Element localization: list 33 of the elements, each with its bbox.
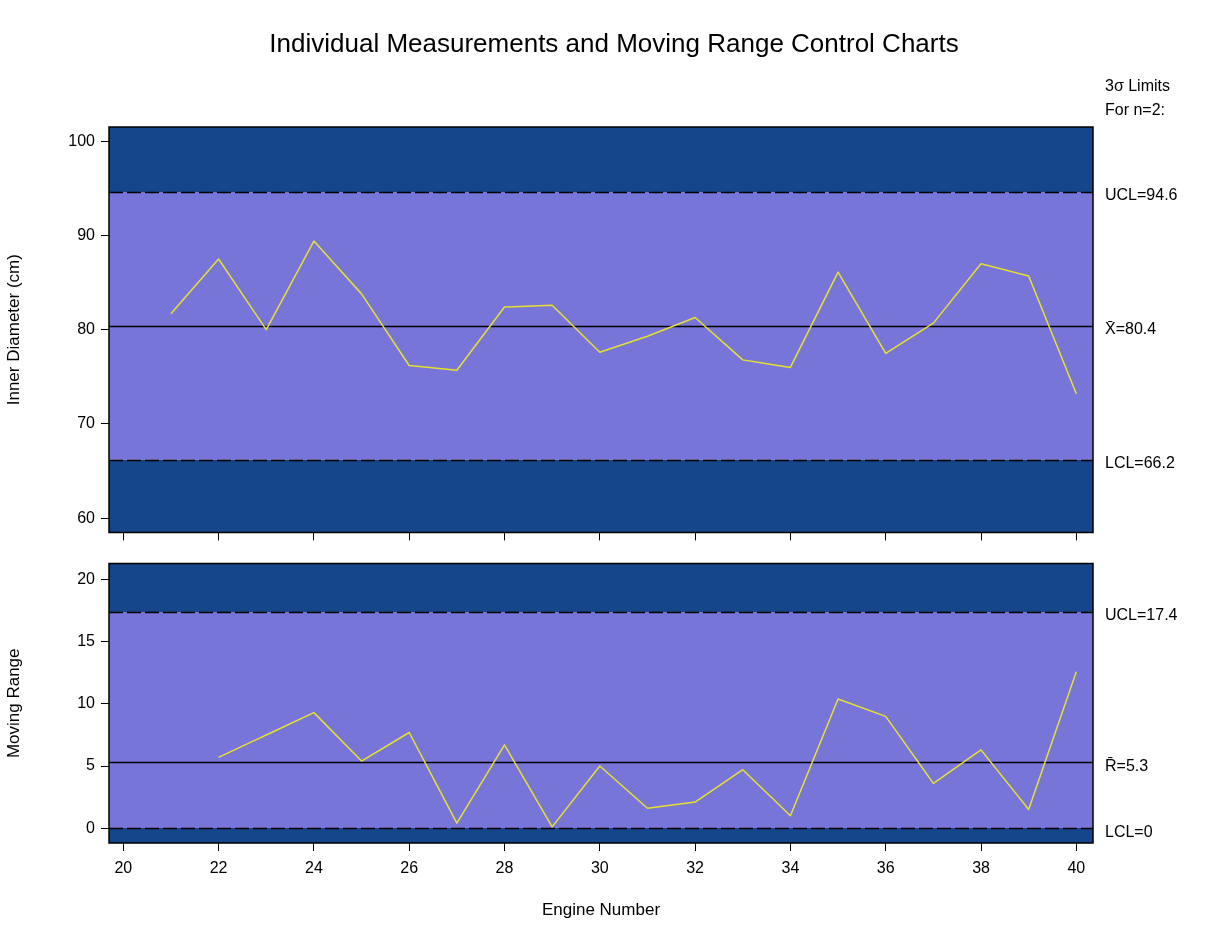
- ref-line-label: X̄=80.4: [1105, 320, 1157, 338]
- x-axis-title: Engine Number: [541, 900, 661, 920]
- x-tick-label: 32: [686, 859, 705, 877]
- y-tick-label: 20: [77, 570, 96, 588]
- x-tick-label: 20: [114, 859, 133, 877]
- y-tick-label: 5: [86, 756, 96, 774]
- y-tick-label: 100: [68, 131, 96, 149]
- y-axis-title: Moving Range: [3, 648, 23, 759]
- x-tick-label: 24: [305, 859, 323, 877]
- y-tick-label: 80: [77, 320, 96, 338]
- y-tick-label: 90: [77, 225, 96, 243]
- y-tick-label: 60: [77, 508, 96, 526]
- ref-line-label: UCL=94.6: [1105, 186, 1178, 204]
- x-tick-label: 34: [781, 859, 800, 877]
- ref-line-label: LCL=0: [1105, 822, 1153, 840]
- text: 3σ Limits: [1105, 77, 1170, 95]
- x-tick-label: 30: [590, 859, 609, 877]
- x-tick-label: 38: [972, 859, 991, 877]
- x-tick-label: 22: [209, 859, 228, 877]
- y-axis-title: Inner Diameter (cm): [3, 254, 23, 406]
- ref-line-label: R̄=5.3: [1105, 756, 1149, 774]
- x-tick-label: 28: [495, 859, 514, 877]
- y-tick-label: 10: [77, 694, 96, 712]
- ref-line-label: UCL=17.4: [1105, 606, 1178, 624]
- x-tick-label: 26: [400, 859, 419, 877]
- x-tick-label: 36: [876, 859, 895, 877]
- y-tick-label: 70: [77, 414, 96, 432]
- text: For n=2:: [1105, 101, 1166, 119]
- chart-title: Individual Measurements and Moving Range Control Charts: [269, 28, 959, 59]
- y-tick-label: 15: [77, 632, 96, 650]
- x-tick-label: 40: [1067, 859, 1086, 877]
- y-tick-label: 0: [86, 818, 96, 836]
- ref-line-label: LCL=66.2: [1105, 454, 1175, 472]
